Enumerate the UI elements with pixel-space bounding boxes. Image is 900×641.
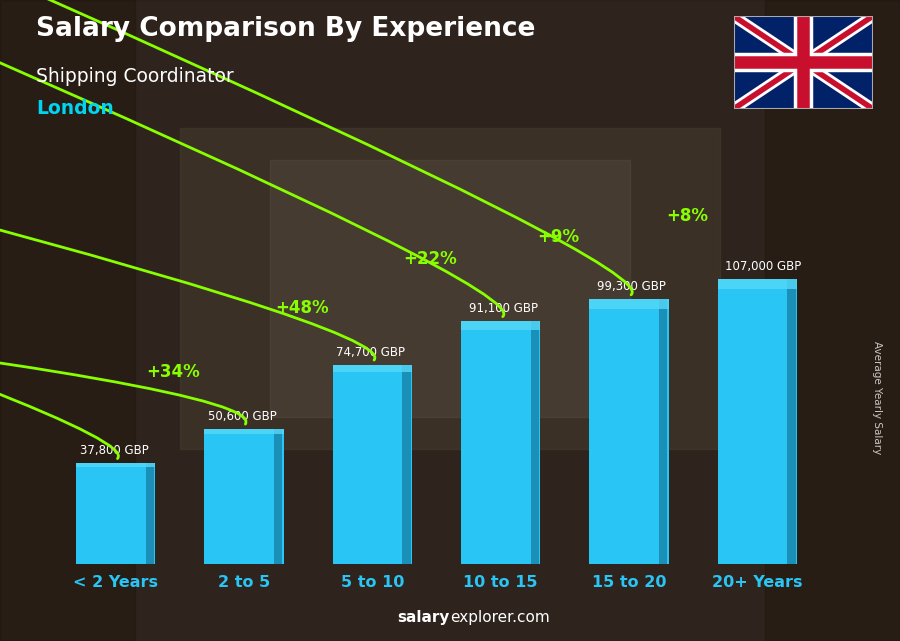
Text: 99,300 GBP: 99,300 GBP [597, 280, 666, 294]
Text: Shipping Coordinator: Shipping Coordinator [36, 67, 234, 87]
Text: +8%: +8% [666, 208, 707, 226]
Bar [717, 279, 797, 288]
Text: salary: salary [398, 610, 450, 625]
Bar [717, 279, 797, 564]
Text: explorer.com: explorer.com [450, 610, 550, 625]
Bar [765, 0, 900, 641]
Bar [531, 321, 539, 564]
Text: Average Yearly Salary: Average Yearly Salary [872, 341, 883, 454]
Text: +22%: +22% [403, 250, 457, 268]
Bar [590, 299, 669, 308]
Bar [402, 365, 410, 564]
Text: 91,100 GBP: 91,100 GBP [469, 303, 537, 315]
Bar [332, 365, 412, 372]
Bar [204, 429, 284, 564]
Text: 50,600 GBP: 50,600 GBP [208, 410, 277, 423]
Bar [204, 429, 284, 434]
Bar [788, 279, 796, 564]
Bar [332, 365, 412, 564]
Bar [659, 299, 668, 564]
Text: +34%: +34% [147, 363, 200, 381]
Text: Salary Comparison By Experience: Salary Comparison By Experience [36, 16, 536, 42]
Text: 74,700 GBP: 74,700 GBP [337, 346, 405, 359]
Bar [76, 463, 156, 467]
Bar [146, 463, 154, 564]
Bar [76, 463, 156, 564]
Bar [274, 429, 283, 564]
Text: London: London [36, 99, 113, 119]
Text: +9%: +9% [537, 228, 580, 246]
Bar [180, 128, 720, 449]
Bar [270, 160, 630, 417]
Text: +48%: +48% [274, 299, 328, 317]
Bar [461, 321, 541, 329]
Bar [590, 299, 669, 564]
Bar [0, 0, 135, 641]
Text: 37,800 GBP: 37,800 GBP [80, 444, 148, 458]
Bar [461, 321, 541, 564]
Text: 107,000 GBP: 107,000 GBP [725, 260, 802, 273]
